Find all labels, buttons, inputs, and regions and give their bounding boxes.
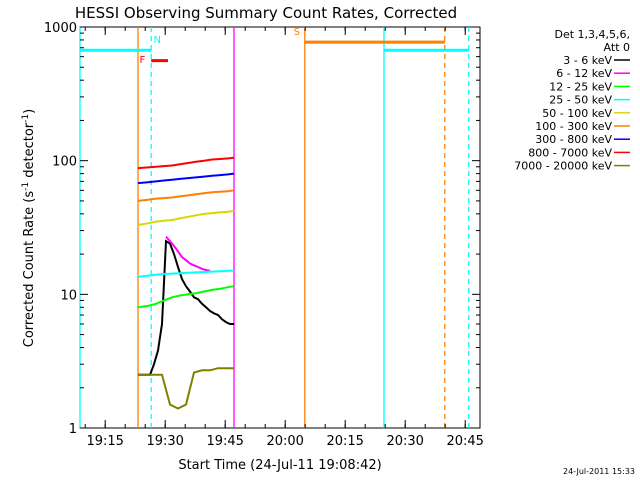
y-tick-label: 1000 bbox=[44, 21, 77, 36]
y-axis-label-sup: -1 bbox=[21, 182, 31, 191]
series-line bbox=[138, 367, 234, 410]
plot-frame bbox=[79, 26, 481, 429]
flag-labels: FN S bbox=[140, 27, 300, 66]
y-tick-label: 1 bbox=[69, 422, 77, 437]
x-tick-label: 19:15 bbox=[86, 434, 123, 449]
flag-label: S bbox=[294, 27, 300, 38]
legend-label: 3 - 6 keV bbox=[563, 54, 612, 67]
y-axis-label-part: ) bbox=[22, 109, 37, 114]
series-line bbox=[138, 239, 234, 376]
footer-date: 24-Jul-2011 15:33 bbox=[563, 467, 635, 476]
series-line bbox=[137, 210, 235, 226]
marker-lines bbox=[79, 27, 470, 428]
legend-label: 300 - 800 keV bbox=[535, 133, 612, 146]
series-line bbox=[165, 236, 211, 272]
legend-label: 100 - 300 keV bbox=[535, 120, 612, 133]
x-tick-label: 20:45 bbox=[446, 434, 483, 449]
series-line bbox=[137, 269, 234, 278]
x-tick-label: 20:00 bbox=[266, 434, 303, 449]
x-tick-label: 19:45 bbox=[206, 434, 243, 449]
plot-area: FN S bbox=[79, 26, 481, 429]
series-line bbox=[137, 156, 235, 170]
y-tick-label: 10 bbox=[60, 288, 77, 303]
flag-label: N bbox=[153, 35, 160, 46]
y-axis-label-sup: -1 bbox=[21, 114, 31, 123]
legend-label: 7000 - 20000 keV bbox=[514, 160, 612, 173]
y-axis: 1 10 100 1000 bbox=[44, 21, 480, 437]
legend-label: 50 - 100 keV bbox=[542, 107, 612, 120]
series-line bbox=[137, 172, 235, 185]
x-axis: 19:15 19:30 19:45 20:00 20:15 20:30 20:45 bbox=[84, 27, 484, 449]
legend-label: 12 - 25 keV bbox=[549, 80, 612, 93]
series-line bbox=[137, 285, 235, 309]
y-tick-label: 100 bbox=[52, 155, 77, 170]
y-axis-label-part: Corrected Count Rate (s bbox=[22, 191, 37, 348]
series-line bbox=[137, 189, 235, 202]
legend-label: 800 - 7000 keV bbox=[528, 146, 612, 159]
legend-header-1: Det 1,3,4,5,6, bbox=[554, 28, 630, 41]
x-axis-label: Start Time (24-Jul-11 19:08:42) bbox=[178, 458, 381, 473]
y-axis-label: Corrected Count Rate (s-1 detector-1) bbox=[21, 109, 37, 347]
y-axis-label-part: detector bbox=[22, 122, 37, 182]
legend-label: 25 - 50 keV bbox=[549, 94, 612, 107]
flag-label: F bbox=[140, 55, 146, 66]
series-layer bbox=[137, 156, 235, 410]
x-tick-label: 20:30 bbox=[386, 434, 423, 449]
legend-header-2: Att 0 bbox=[604, 41, 630, 54]
legend-label: 6 - 12 keV bbox=[556, 67, 612, 80]
x-tick-label: 20:15 bbox=[326, 434, 363, 449]
x-tick-label: 19:30 bbox=[146, 434, 183, 449]
chart-title: HESSI Observing Summary Count Rates, Cor… bbox=[75, 4, 457, 22]
